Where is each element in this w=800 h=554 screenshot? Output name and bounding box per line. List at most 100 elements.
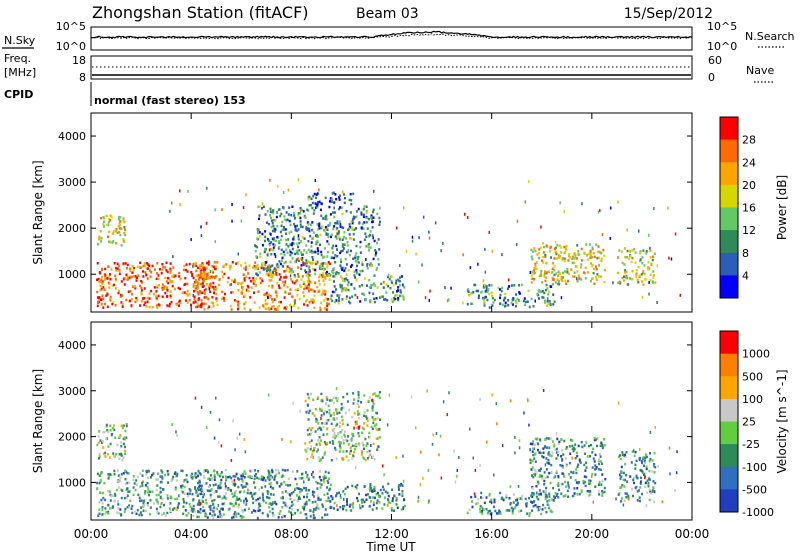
- velocity-echo-cell: [548, 471, 551, 475]
- velocity-echo-cell: [624, 453, 626, 457]
- velocity-echo-cell: [583, 444, 586, 447]
- power-echo-cell: [335, 228, 338, 231]
- velocity-echo-cell: [371, 405, 374, 408]
- velocity-echo-cell: [220, 478, 223, 482]
- power-echo-cell: [253, 301, 256, 304]
- velocity-echo-cell: [651, 459, 654, 462]
- velocity-echo-cell: [203, 509, 206, 512]
- velocity-echo-cell: [387, 494, 390, 498]
- power-echo-cell: [205, 295, 208, 299]
- power-echo-cell: [208, 305, 211, 308]
- power-echo-cell: [370, 216, 372, 219]
- power-echo-cell: [190, 303, 192, 307]
- power-echo-cell: [168, 302, 171, 306]
- power-echo-cell: [362, 207, 365, 211]
- power-echo-cell: [282, 280, 284, 284]
- velocity-echo-cell: [317, 439, 320, 442]
- velocity-echo-cell: [371, 409, 374, 412]
- velocity-echo-cell: [402, 454, 404, 458]
- velocity-echo-cell: [236, 498, 239, 501]
- power-echo-cell: [296, 242, 298, 246]
- velocity-echo-cell: [485, 496, 488, 499]
- power-echo-cell: [403, 206, 405, 210]
- velocity-echo-cell: [362, 444, 365, 447]
- power-echo-cell: [474, 283, 477, 287]
- power-echo-cell: [281, 220, 284, 224]
- power-echo-cell: [391, 300, 394, 303]
- velocity-echo-cell: [181, 491, 184, 494]
- velocity-echo-cell: [138, 513, 141, 517]
- power-echo-cell: [289, 303, 292, 307]
- velocity-echo-cell: [281, 506, 284, 509]
- power-echo-cell: [280, 252, 283, 256]
- power-echo-cell: [155, 277, 158, 280]
- velocity-echo-cell: [378, 501, 381, 504]
- velocity-echo-cell: [254, 486, 257, 489]
- velocity-echo-cell: [187, 511, 190, 515]
- power-echo-cell: [373, 297, 376, 300]
- velocity-echo-cell: [102, 440, 104, 443]
- power-echo-cell: [483, 296, 486, 299]
- power-echo-cell: [124, 233, 127, 237]
- power-echo-cell: [271, 286, 274, 289]
- power-echo-cell: [356, 257, 359, 261]
- power-echo-cell: [325, 297, 328, 300]
- velocity-echo-cell: [161, 497, 164, 501]
- power-echo-cell: [143, 287, 146, 290]
- power-echo-cell: [178, 299, 181, 303]
- velocity-echo-cell: [322, 433, 325, 436]
- velocity-echo-cell: [318, 407, 321, 411]
- power-echo-cell: [231, 261, 234, 264]
- velocity-echo-cell: [446, 413, 448, 417]
- power-echo-cell: [233, 280, 236, 283]
- velocity-echo-cell: [553, 476, 556, 479]
- power-echo-cell: [245, 193, 247, 197]
- power-echo-cell: [242, 285, 245, 289]
- velocity-echo-cell: [378, 436, 381, 439]
- velocity-echo-cell: [206, 426, 208, 429]
- power-echo-cell: [472, 290, 475, 294]
- velocity-echo-cell: [220, 507, 223, 511]
- power-echo-cell: [266, 221, 268, 224]
- velocity-echo-cell: [516, 503, 519, 506]
- power-echo-cell: [321, 267, 324, 271]
- velocity-echo-cell: [143, 504, 146, 507]
- velocity-echo-cell: [375, 423, 378, 426]
- power-echo-cell: [323, 307, 326, 310]
- velocity-echo-cell: [249, 491, 252, 495]
- velocity-echo-cell: [311, 473, 313, 477]
- power-echo-cell: [118, 227, 121, 230]
- velocity-echo-cell: [422, 476, 424, 480]
- power-echo-cell: [293, 300, 296, 303]
- power-echo-cell: [213, 289, 215, 292]
- velocity-echo-cell: [498, 509, 501, 512]
- velocity-echo-cell: [561, 464, 564, 468]
- velocity-echo-cell: [343, 504, 346, 508]
- velocity-echo-cell: [221, 497, 224, 500]
- velocity-echo-cell: [107, 477, 110, 480]
- power-echo-cell: [491, 249, 494, 253]
- power-echo-cell: [586, 254, 589, 257]
- power-echo-cell: [107, 223, 110, 227]
- velocity-echo-cell: [232, 515, 235, 519]
- velocity-echo-cell: [207, 477, 210, 481]
- power-echo-cell: [365, 209, 368, 213]
- power-echo-cell: [112, 230, 115, 233]
- power-echo-cell: [351, 228, 354, 231]
- power-echo-cell: [259, 255, 262, 259]
- power-echo-cell: [498, 288, 501, 291]
- velocity-echo-cell: [626, 480, 629, 483]
- power-echo-cell: [122, 217, 125, 220]
- velocity-echo-cell: [577, 444, 580, 448]
- velocity-echo-cell: [396, 506, 399, 509]
- velocity-echo-cell: [528, 423, 530, 427]
- velocity-echo-cell: [632, 494, 634, 498]
- power-echo-cell: [340, 284, 343, 287]
- power-colorbar-label: 4: [742, 269, 749, 282]
- velocity-echo-cell: [221, 508, 224, 511]
- power-echo-cell: [510, 284, 513, 287]
- velocity-echo-cell: [130, 507, 133, 510]
- power-echo-cell: [281, 264, 284, 268]
- power-echo-cell: [102, 286, 105, 289]
- power-echo-cell: [536, 292, 539, 296]
